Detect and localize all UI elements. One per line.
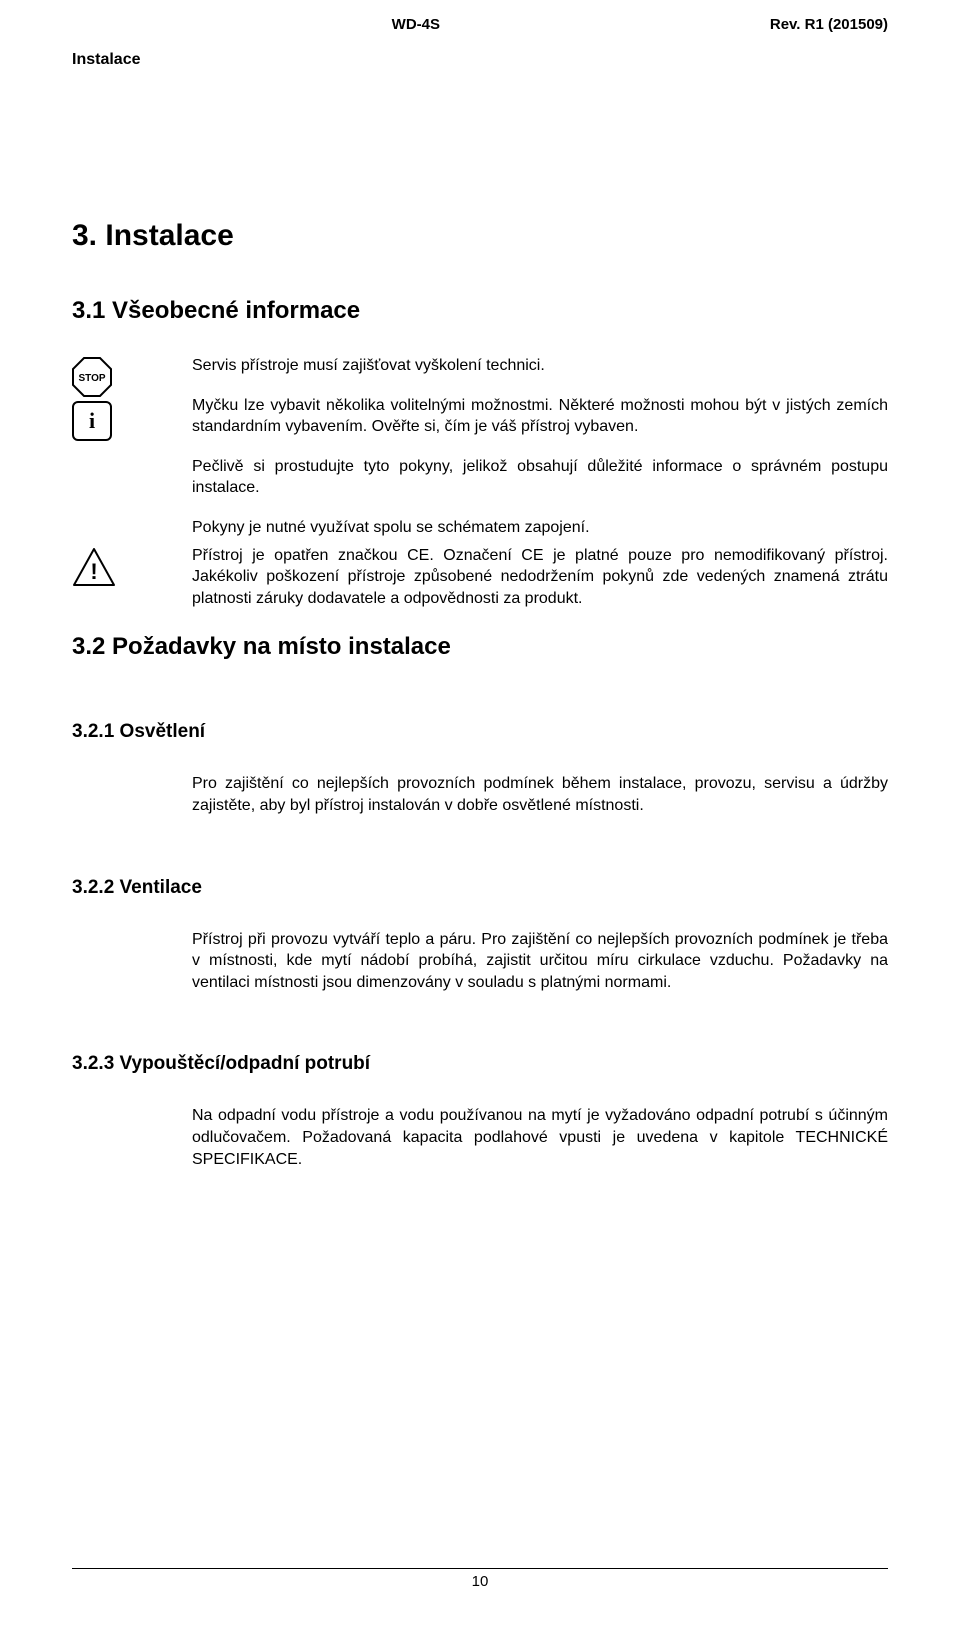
paragraph: Pro zajištění co nejlepších provozních p… [192,773,888,816]
page-number: 10 [72,1573,888,1590]
warning-icon: ! [72,547,116,587]
paragraph: Přístroj je opatřen značkou CE. Označení… [192,545,888,610]
info-icon-label: i [89,408,95,434]
svg-text:STOP: STOP [78,373,105,384]
svg-text:!: ! [90,559,97,584]
paragraph: Přístroj při provozu vytváří teplo a pár… [192,929,888,994]
paragraph: Pokyny je nutné využívat spolu se schéma… [192,517,888,539]
doc-revision: Rev. R1 (201509) [480,16,888,33]
paragraph: Pečlivě si prostudujte tyto pokyny, jeli… [192,456,888,499]
heading-3-2-3: 3.2.3 Vypouštěcí/odpadní potrubí [72,1053,888,1075]
paragraph: Servis přístroje musí zajišťovat vyškole… [192,355,888,377]
section-label: Instalace [72,51,888,69]
page-title: 3. Instalace [72,219,888,253]
page-footer: 10 [72,1568,888,1590]
paragraph: Myčku lze vybavit několika volitelnými m… [192,395,888,438]
heading-3-2: 3.2 Požadavky na místo instalace [72,633,888,661]
info-icon: i [72,401,112,441]
doc-header: WD-4S Rev. R1 (201509) [72,16,888,33]
paragraph: Na odpadní vodu přístroje a vodu používa… [192,1105,888,1170]
heading-3-1: 3.1 Všeobecné informace [72,297,888,325]
heading-3-2-2: 3.2.2 Ventilace [72,877,888,899]
stop-icon: STOP [72,357,112,397]
doc-code: WD-4S [72,16,480,33]
heading-3-2-1: 3.2.1 Osvětlení [72,721,888,743]
